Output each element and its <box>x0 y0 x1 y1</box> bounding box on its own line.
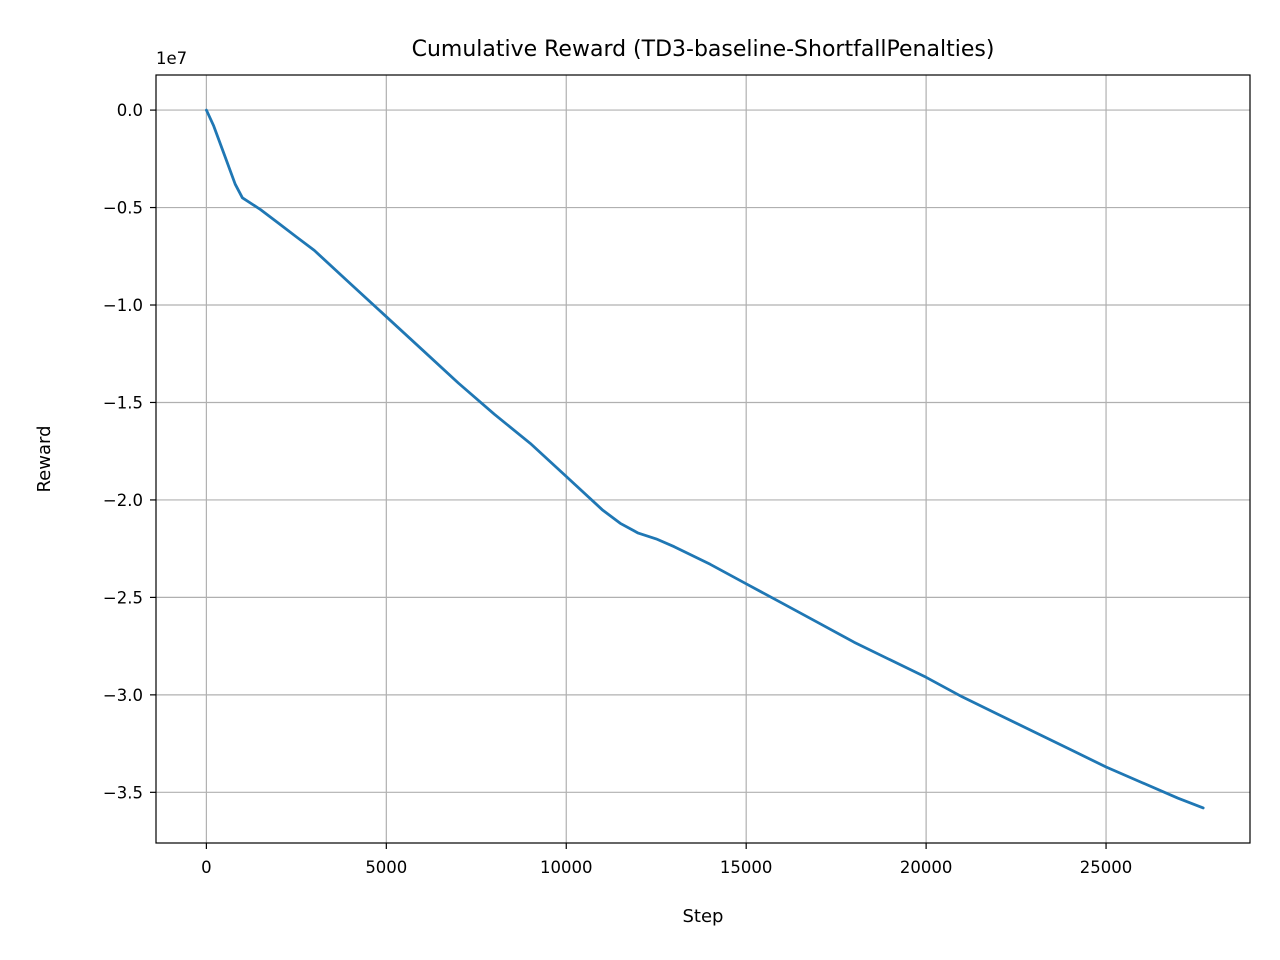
x-tick-label: 25000 <box>1080 858 1133 877</box>
x-tick-label: 5000 <box>365 858 407 877</box>
y-tick-label: −3.5 <box>103 783 143 802</box>
y-tick-label: −2.5 <box>103 588 143 607</box>
x-tick-label: 10000 <box>540 858 593 877</box>
y-tick-label: −1.0 <box>103 296 143 315</box>
x-tick-label: 0 <box>201 858 212 877</box>
x-axis-label: Step <box>683 906 724 927</box>
y-tick-label: −0.5 <box>103 199 143 218</box>
y-axis-offset-label: 1e7 <box>156 49 187 68</box>
y-tick-label: −2.0 <box>103 491 143 510</box>
y-axis-label: Reward <box>34 425 55 492</box>
grid <box>156 75 1250 843</box>
chart-title: Cumulative Reward (TD3-baseline-Shortfal… <box>412 37 995 62</box>
x-tick-label: 20000 <box>900 858 953 877</box>
x-tick-label: 15000 <box>720 858 773 877</box>
y-tick-label: −3.0 <box>103 686 143 705</box>
y-tick-label: −1.5 <box>103 393 143 412</box>
y-axis-ticks: 0.0 −0.5 −1.0 −1.5 −2.0 −2.5 −3.0 −3.5 <box>103 101 156 802</box>
x-axis-ticks: 0 5000 10000 15000 20000 25000 <box>201 843 1132 877</box>
series-layer <box>204 108 1205 810</box>
plot-frame <box>155 74 1251 844</box>
y-tick-label: 0.0 <box>117 101 143 120</box>
reward-series-line <box>204 108 1205 810</box>
